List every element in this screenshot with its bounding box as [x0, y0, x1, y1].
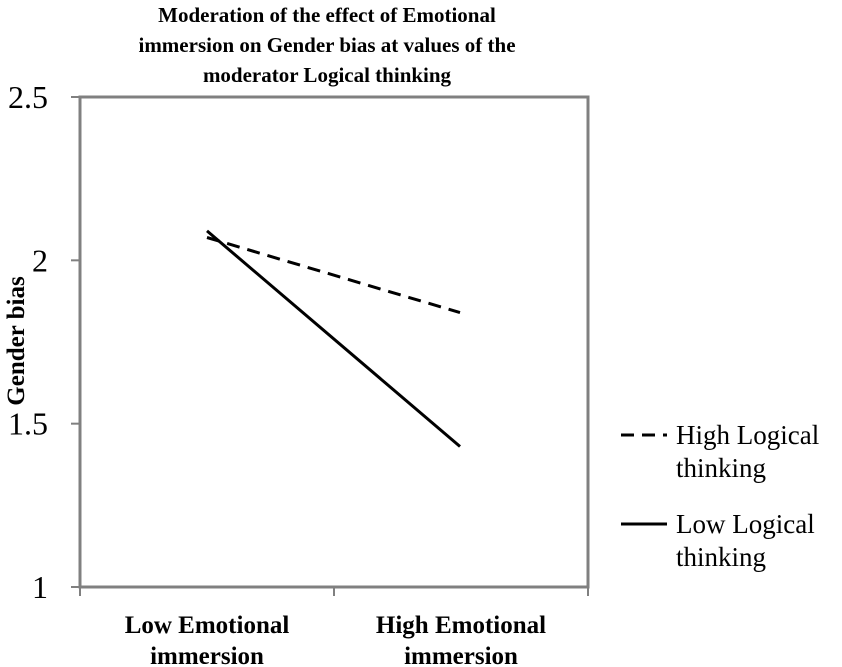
y-tick-label: 1	[32, 569, 48, 605]
chart-title: Moderation of the effect of Emotional imm…	[138, 3, 515, 87]
x-tick-label: Low Emotional	[125, 612, 290, 639]
series-line-low-logical-thinking	[206, 229, 461, 448]
y-tick-label: 2	[32, 242, 48, 278]
legend-label: Low Logical	[676, 509, 815, 539]
chart-title-line: immersion on Gender bias at values of th…	[138, 33, 515, 57]
chart-title-line: moderator Logical thinking	[203, 63, 452, 87]
series-lines	[206, 229, 461, 448]
y-tick-labels: 1 1.5 2 2.5	[8, 79, 48, 605]
chart-title-line: Moderation of the effect of Emotional	[158, 3, 496, 27]
x-tick-label: immersion	[404, 643, 518, 667]
y-tick-label: 2.5	[8, 79, 48, 115]
legend-label: thinking	[676, 453, 766, 483]
plot-frame	[78, 95, 590, 589]
x-tick-label: immersion	[150, 643, 264, 667]
x-tick-labels: Low Emotional immersion High Emotional imme…	[125, 612, 546, 667]
series-line-high-logical-thinking	[206, 236, 461, 315]
y-tick-label: 1.5	[8, 406, 48, 442]
y-axis-label: Gender bias	[3, 276, 30, 406]
axes	[71, 96, 589, 596]
legend-label: thinking	[676, 542, 766, 572]
legend-label: High Logical	[676, 420, 819, 450]
x-tick-label: High Emotional	[376, 612, 546, 639]
